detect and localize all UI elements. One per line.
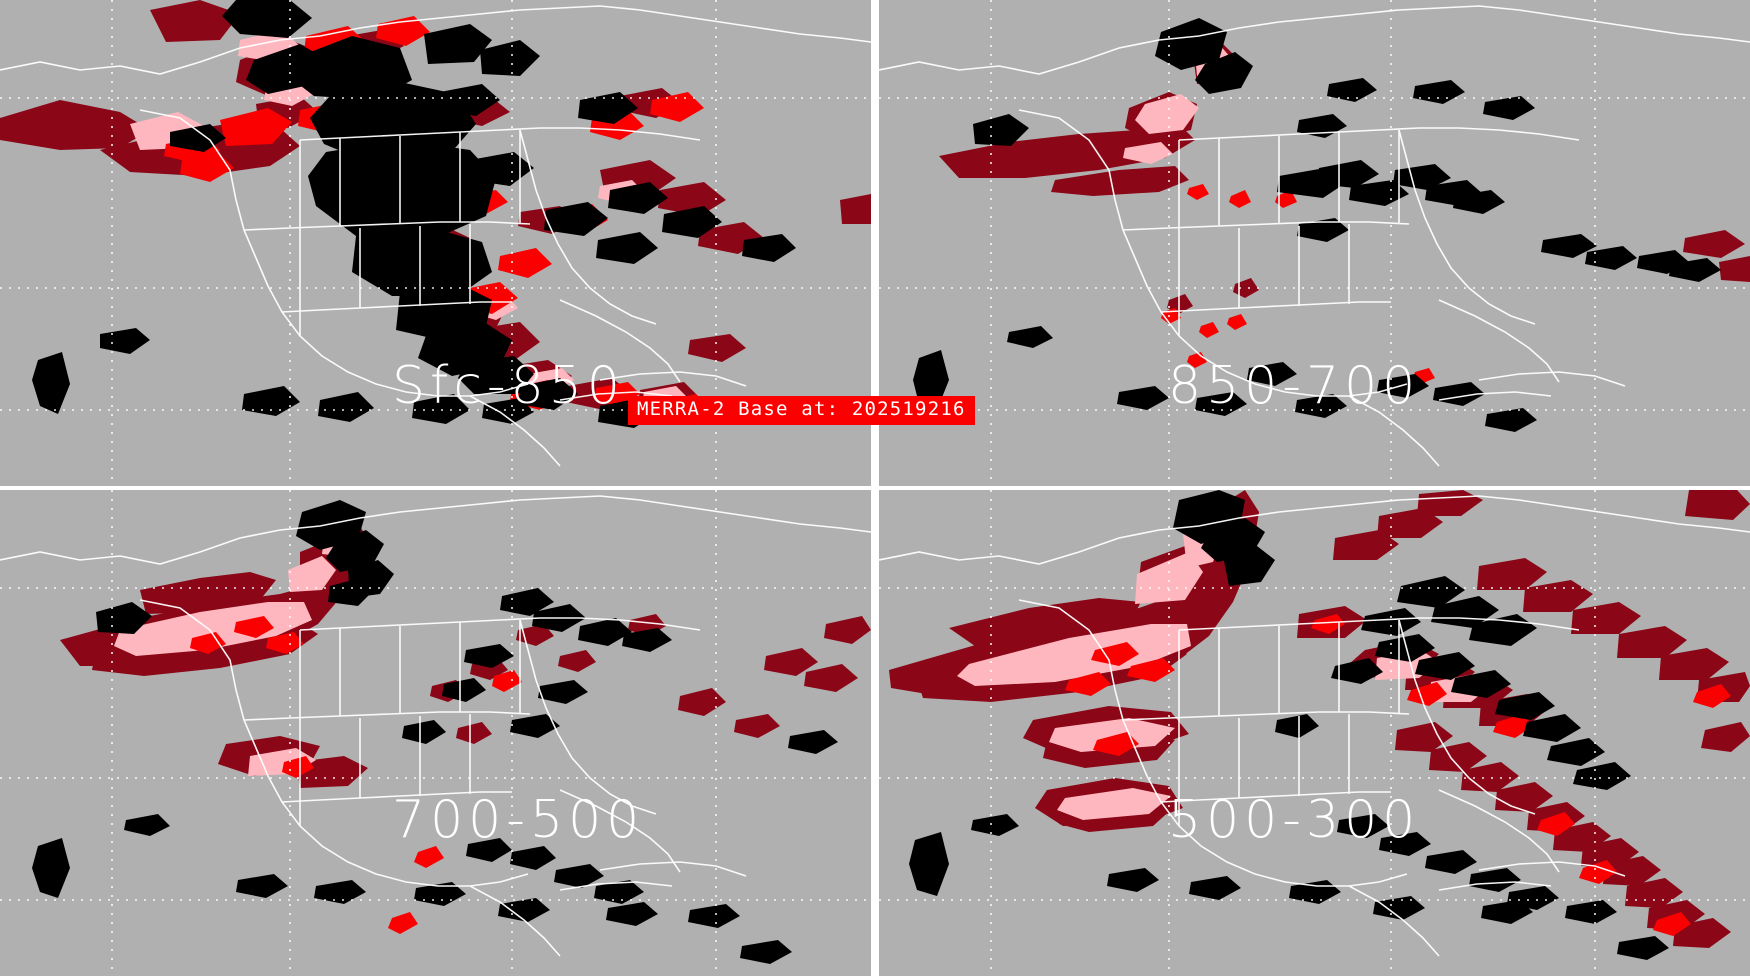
map-outline	[0, 5, 871, 467]
map-700-500	[0, 490, 871, 976]
panel-divider-horizontal	[0, 486, 1750, 490]
gridlines	[879, 0, 1750, 486]
map-500-300	[879, 490, 1750, 976]
data-overlay-black	[913, 18, 1721, 432]
data-overlay-black	[32, 500, 838, 964]
data-overlay-pink	[114, 528, 352, 776]
map-outline	[879, 495, 1750, 957]
map-850-700	[879, 0, 1750, 486]
title-banner: MERRA-2 Base at: 202519216	[628, 396, 975, 425]
data-overlay-black	[909, 490, 1669, 960]
panel-sfc-850	[0, 0, 871, 486]
panel-500-300	[879, 490, 1750, 976]
gridlines	[0, 0, 871, 486]
map-sfc-850	[0, 0, 871, 486]
gridlines	[0, 490, 871, 976]
gridlines	[879, 490, 1750, 976]
map-outline	[0, 495, 871, 957]
data-overlay-black	[32, 0, 796, 428]
data-overlay-bright-red	[190, 616, 522, 934]
panel-700-500	[0, 490, 871, 976]
panel-850-700	[879, 0, 1750, 486]
map-outline	[879, 5, 1750, 467]
data-overlay-bright-red	[1065, 614, 1731, 936]
